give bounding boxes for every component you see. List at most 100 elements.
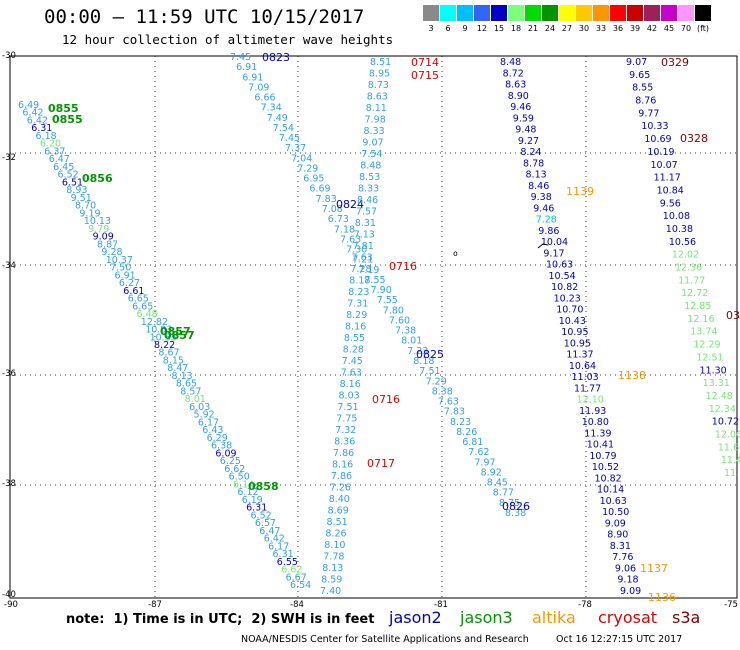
wave-height-value: 10.79 xyxy=(589,451,616,462)
pass-time-label: 0824 xyxy=(336,198,364,211)
wave-height-value: 12.72 xyxy=(681,288,708,299)
wave-height-value: 8.22 xyxy=(154,340,175,351)
wave-height-value: 9.17 xyxy=(543,248,564,259)
wave-height-value: 9.27 xyxy=(518,136,539,147)
wave-height-value: 10.08 xyxy=(663,211,690,222)
wave-height-value: 6.62 xyxy=(281,565,302,576)
scale-swatch xyxy=(491,5,507,21)
page-title: 00:00 – 11:59 UTC 10/15/2017 xyxy=(44,6,365,28)
wave-height-value: 8.92 xyxy=(481,468,502,479)
wave-height-value: 8.75 xyxy=(499,498,520,509)
pass-time-label: 1136 xyxy=(648,591,676,604)
wave-height-value: 6.20 xyxy=(40,139,61,150)
wave-height-value: 8.38 xyxy=(432,386,453,397)
scale-label: 36 xyxy=(612,24,624,33)
wave-height-value: 8.65 xyxy=(176,379,197,390)
scale-label: 9 xyxy=(462,24,468,33)
wave-height-value: 7.34 xyxy=(261,103,282,114)
wave-height-value: 13.31 xyxy=(703,378,730,389)
wave-height-value: 9.07 xyxy=(626,57,647,68)
scale-label: 12 xyxy=(476,24,488,33)
wave-height-value: 9.86 xyxy=(538,226,559,237)
longitude-label: -78 xyxy=(578,600,592,610)
wave-height-value: 6.52 xyxy=(58,170,79,181)
scale-swatch xyxy=(457,5,473,21)
wave-height-value: 8.45 xyxy=(487,478,508,489)
wave-height-value: 10.07 xyxy=(651,160,678,171)
pass-time-label: 0716 xyxy=(389,260,417,273)
wave-height-value: 5.92 xyxy=(194,410,215,421)
wave-height-value: 6.38 xyxy=(211,441,232,452)
scale-label: 21 xyxy=(527,24,539,33)
wave-height-value: 10.37 xyxy=(106,255,133,266)
scale-swatch xyxy=(542,5,558,21)
wave-height-value: 6.67 xyxy=(286,572,307,583)
wave-height-value: 6.25 xyxy=(220,456,241,467)
wave-height-value: 7.62 xyxy=(468,447,489,458)
legend-s3a: s3a xyxy=(672,608,701,627)
wave-height-value: 7.32 xyxy=(335,425,356,436)
wave-height-value: 12.16 xyxy=(687,314,714,325)
wave-height-value: 8.28 xyxy=(343,345,364,356)
credit-line: NOAA/NESDIS Center for Satellite Applica… xyxy=(241,634,529,645)
longitude-label: -84 xyxy=(290,600,304,610)
wave-height-value: 12.29 xyxy=(693,340,720,351)
wave-height-value: 9.65 xyxy=(629,70,650,81)
wave-height-value: 10.43 xyxy=(559,316,586,327)
wave-height-value: 7.50 xyxy=(110,263,131,274)
wave-height-value: 7.63 xyxy=(438,397,459,408)
wave-height-value: 8.31 xyxy=(610,541,631,552)
wave-height-value: 7.45 xyxy=(279,133,300,144)
wave-height-value: 7.75 xyxy=(336,414,357,425)
wave-height-value: 8.57 xyxy=(180,387,201,398)
wave-height-value: 7.45 xyxy=(230,52,251,63)
wave-height-value: 7.83 xyxy=(444,407,465,418)
scale-swatch xyxy=(644,5,660,21)
wave-height-value: 8.33 xyxy=(358,184,379,195)
wave-height-value: 6.69 xyxy=(309,184,330,195)
wave-height-value: 8.78 xyxy=(523,158,544,169)
wave-height-value: 10.80 xyxy=(582,417,609,428)
wave-height-value: 7.57 xyxy=(356,207,377,218)
scale-swatch xyxy=(661,5,677,21)
wave-height-value: 11.77 xyxy=(574,383,601,394)
legend-altika: altika xyxy=(532,608,576,627)
wave-height-value: 9.09 xyxy=(620,586,641,597)
wave-height-value: 6.65 xyxy=(132,301,153,312)
scale-label: 33 xyxy=(595,24,607,33)
wave-height-value: 8.72 xyxy=(503,68,524,79)
wave-height-value: 11.21 xyxy=(724,468,740,479)
scale-swatch xyxy=(508,5,524,21)
pass-time-label: 0855 xyxy=(52,113,83,126)
pass-time-label: 0717 xyxy=(367,457,395,470)
wave-height-value: 8.95 xyxy=(369,69,390,80)
pass-time-label: 0826 xyxy=(502,500,530,513)
latitude-label: -32 xyxy=(2,153,16,163)
wave-height-value: 8.93 xyxy=(66,185,87,196)
scale-label: 15 xyxy=(493,24,505,33)
scale-label: 6 xyxy=(445,24,451,33)
wave-height-value: 7.18 xyxy=(334,224,355,235)
wave-height-value: 8.16 xyxy=(340,379,361,390)
pass-time-label: 0857 xyxy=(160,325,191,338)
latitude-label: -30 xyxy=(2,51,16,61)
wave-height-value: 10.33 xyxy=(641,121,668,132)
scale-swatch xyxy=(695,5,711,21)
wave-height-value: 8.55 xyxy=(344,333,365,344)
wave-height-value: 9.77 xyxy=(638,108,659,119)
wave-height-value: 10.14 xyxy=(597,485,624,496)
wave-height-value: 7.86 xyxy=(331,471,352,482)
wave-height-value: 9.38 xyxy=(531,192,552,203)
longitude-label: -75 xyxy=(724,600,738,610)
wave-height-value: 6.37 xyxy=(44,147,65,158)
pass-time-label: 1139 xyxy=(566,185,594,198)
pass-time-label: 1137 xyxy=(640,562,668,575)
wave-height-value: 7.76 xyxy=(612,552,633,563)
wave-height-value: 7.97 xyxy=(474,457,495,468)
wave-height-value: 8.24 xyxy=(520,147,541,158)
wave-height-value: 6.48 xyxy=(137,309,158,320)
wave-height-value: 7.90 xyxy=(371,285,392,296)
wave-height-value: 10.95 xyxy=(561,327,588,338)
latitude-label: -38 xyxy=(2,479,16,489)
wave-height-value: 7.60 xyxy=(389,316,410,327)
